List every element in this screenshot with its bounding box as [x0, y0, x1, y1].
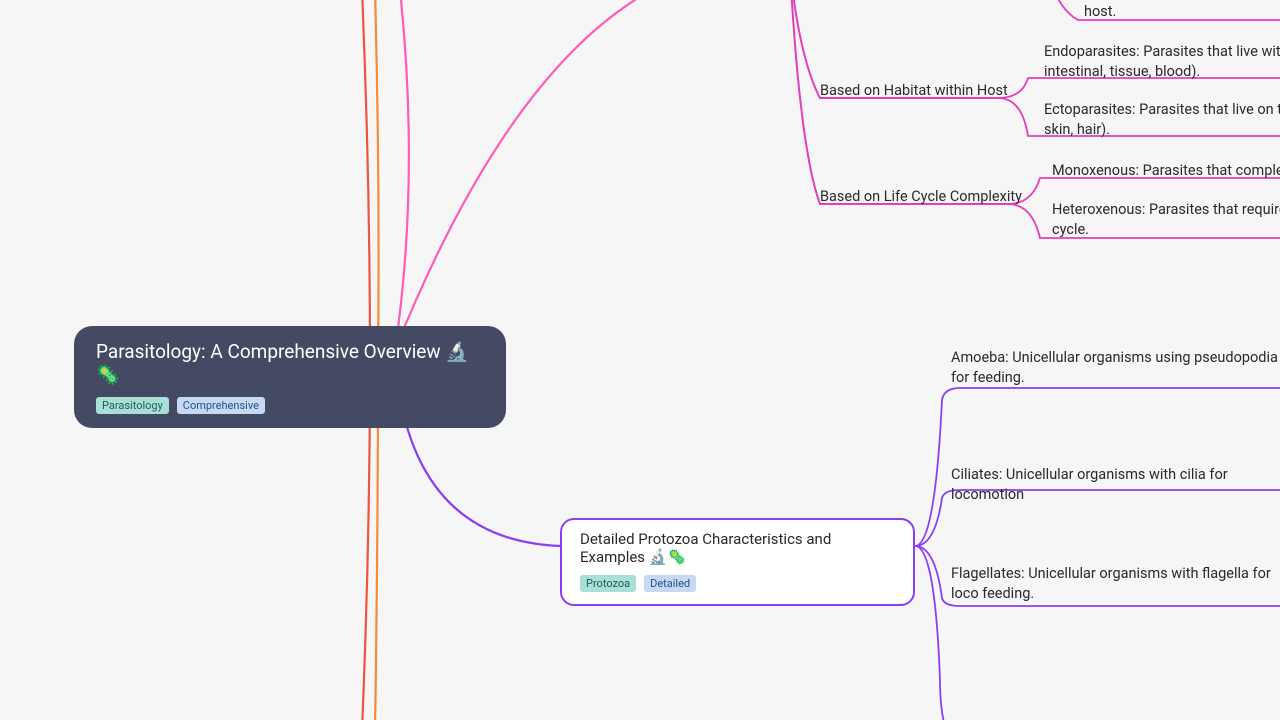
- tag-parasitology: Parasitology: [96, 397, 169, 414]
- habitat-branch-label[interactable]: Based on Habitat within Host: [820, 82, 1008, 99]
- tag-comprehensive: Comprehensive: [177, 397, 265, 414]
- host-leaf[interactable]: host.: [1084, 2, 1116, 22]
- protozoa-node[interactable]: Detailed Protozoa Characteristics and Ex…: [560, 518, 915, 606]
- protozoa-title: Detailed Protozoa Characteristics and Ex…: [580, 530, 895, 566]
- root-node[interactable]: Parasitology: A Comprehensive Overview 🔬…: [74, 326, 506, 428]
- ciliates-leaf[interactable]: Ciliates: Unicellular organisms with cil…: [951, 465, 1280, 504]
- root-title: Parasitology: A Comprehensive Overview 🔬…: [96, 340, 484, 386]
- flagellates-leaf[interactable]: Flagellates: Unicellular organisms with …: [951, 564, 1280, 603]
- lifecycle-branch-label[interactable]: Based on Life Cycle Complexity: [820, 188, 1022, 205]
- endoparasites-leaf[interactable]: Endoparasites: Parasites that live withi…: [1044, 42, 1280, 81]
- tag-detailed: Detailed: [644, 575, 696, 592]
- tag-protozoa: Protozoa: [580, 575, 636, 592]
- amoeba-leaf[interactable]: Amoeba: Unicellular organisms using pseu…: [951, 348, 1280, 387]
- monoxenous-leaf[interactable]: Monoxenous: Parasites that complete: [1052, 161, 1280, 181]
- root-tags: Parasitology Comprehensive: [96, 394, 484, 414]
- protozoa-tags: Protozoa Detailed: [580, 572, 895, 592]
- ectoparasites-leaf[interactable]: Ectoparasites: Parasites that live on th…: [1044, 100, 1280, 139]
- heteroxenous-leaf[interactable]: Heteroxenous: Parasites that require n c…: [1052, 200, 1280, 239]
